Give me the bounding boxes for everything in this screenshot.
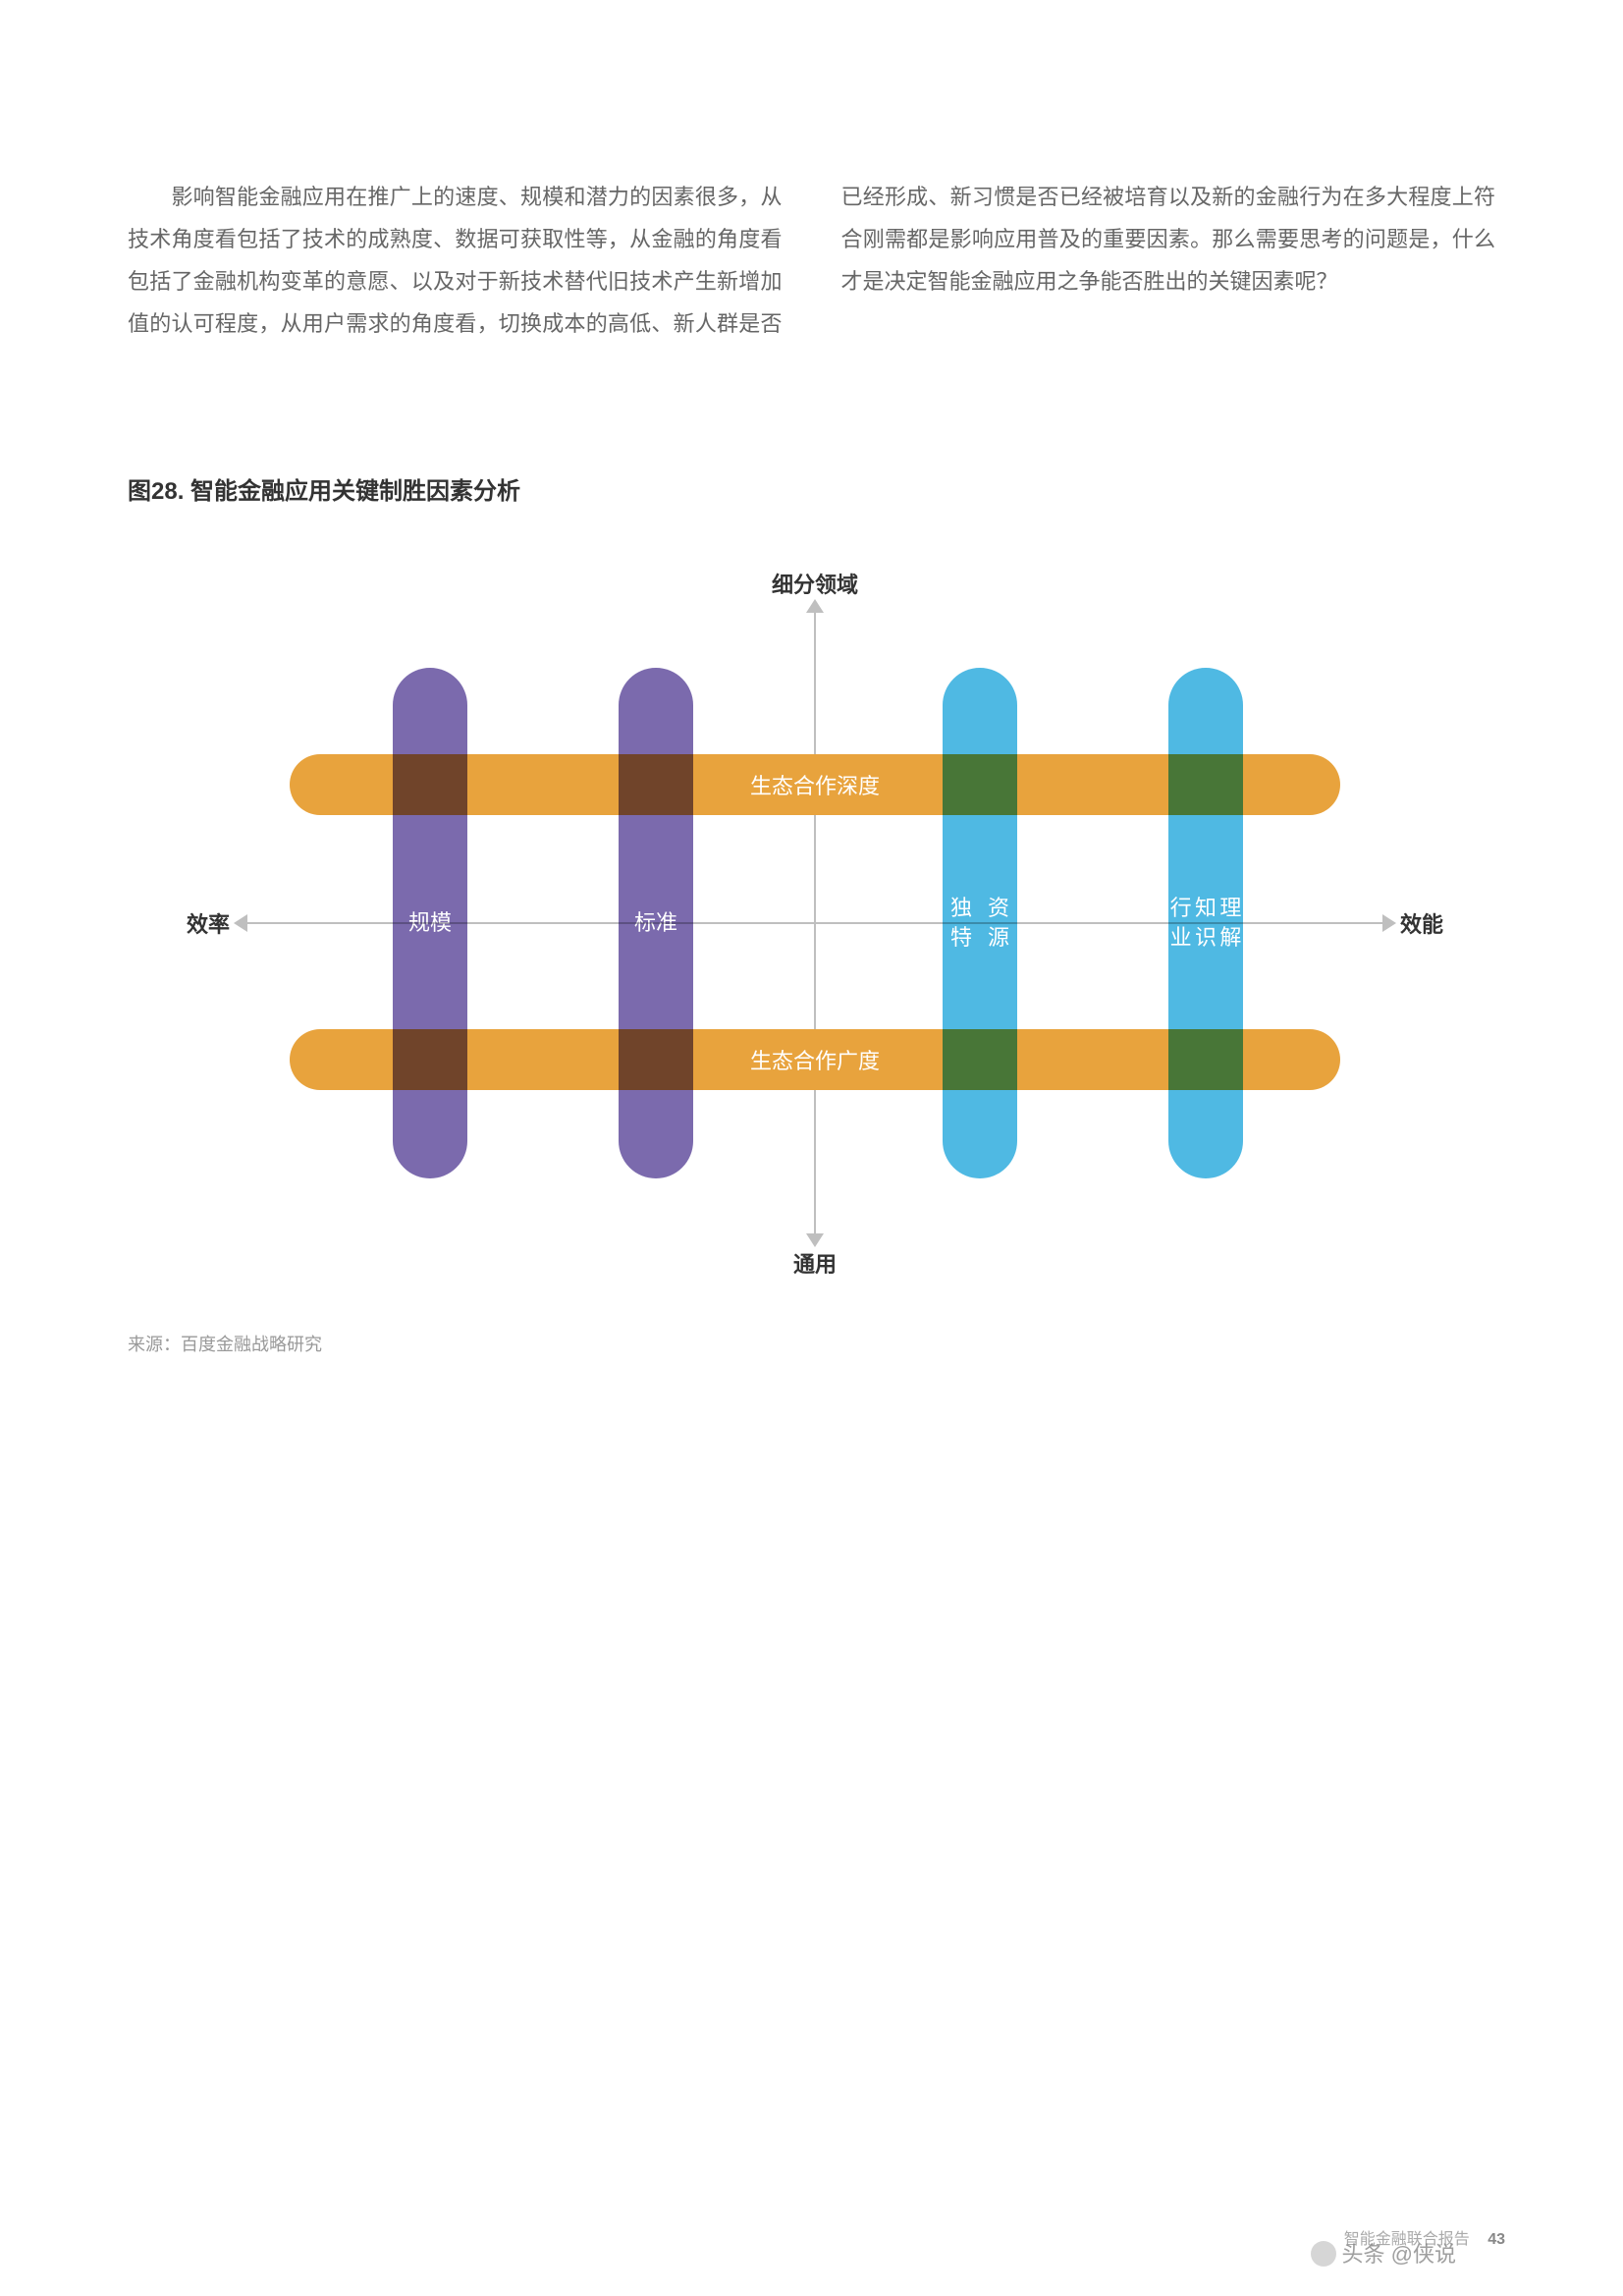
- arrow-right-icon: [1382, 914, 1396, 932]
- factor-chart: 细分领域 通用 效率 效能 生态合作深度 生态合作广度 规模标准独特资源行业知识…: [187, 560, 1443, 1286]
- axis-label-top: 细分领域: [772, 568, 858, 599]
- arrow-down-icon: [806, 1233, 824, 1247]
- vbar-0: 规模: [393, 668, 467, 1178]
- vbar-2: 独特资源: [943, 668, 1017, 1178]
- arrow-up-icon: [806, 599, 824, 613]
- vbar-1: 标准: [619, 668, 693, 1178]
- page-number: 43: [1488, 2231, 1505, 2248]
- source-text: 来源：百度金融战略研究: [128, 1331, 322, 1356]
- axis-label-right: 效能: [1400, 907, 1443, 939]
- vbar-3: 行业知识理解: [1168, 668, 1243, 1178]
- arrow-left-icon: [234, 914, 247, 932]
- axis-label-left: 效率: [187, 907, 230, 939]
- watermark-text: 头条 @侠说: [1342, 2242, 1456, 2267]
- body-paragraph: 影响智能金融应用在推广上的速度、规模和潜力的因素很多，从技术角度看包括了技术的成…: [128, 177, 1495, 346]
- watermark-avatar-icon: [1311, 2241, 1336, 2267]
- figure-title: 图28. 智能金融应用关键制胜因素分析: [128, 471, 520, 506]
- watermark: 头条 @侠说: [1311, 2237, 1456, 2269]
- axis-label-bottom: 通用: [793, 1247, 837, 1279]
